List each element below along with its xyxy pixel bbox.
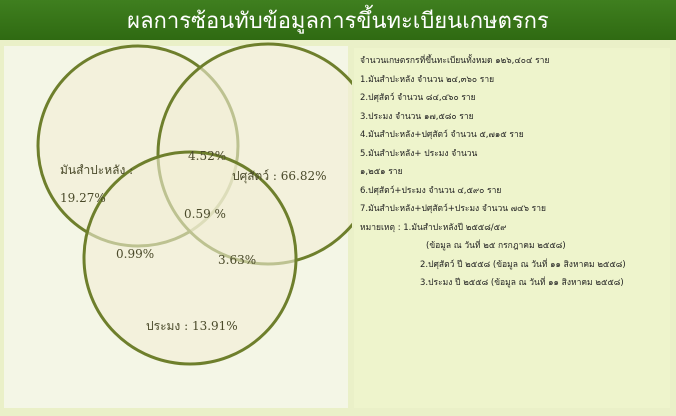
note-line: จำนวนเกษตรกรที่ขึ้นทะเบียนทั้งหมด ๑๒๖,๔๐… (360, 56, 550, 66)
venn-diagram: มันสำปะหลัง : 19.27% 4.52% ปศุสัตว์ : 66… (4, 42, 352, 408)
region-label: ประมง : 13.91% (146, 319, 238, 333)
note-line: 2.ปศุสัตว์ จำนวน ๘๔,๔๖๐ ราย (360, 93, 476, 103)
note-line: (ข้อมูล ณ วันที่ ๒๕ กรกฎาคม ๒๕๕๘) (426, 241, 566, 251)
note-line: 4.มันสำปะหลัง+ปศุสัตว์ จำนวน ๕,๗๑๕ ราย (360, 130, 524, 140)
note-line: 7.มันสำปะหลัง+ปศุสัตว์+ประมง จำนวน ๗๔๖ ร… (360, 204, 546, 214)
circle-fishery (82, 150, 298, 366)
note-line: หมายเหตุ : 1.มันสำปะหลังปี ๒๕๕๘/๕๙ (360, 222, 507, 233)
region-label: 0.99% (116, 247, 154, 261)
note-line: 5.มันสำปะหลัง+ ประมง จำนวน (360, 148, 478, 159)
header: ผลการซ้อนทับข้อมูลการขึ้นทะเบียนเกษตรกร (0, 0, 676, 40)
note-line: 1.มันสำปะหลัง จำนวน ๒๔,๓๖๐ ราย (360, 74, 495, 85)
region-label: มันสำปะหลัง : (60, 163, 133, 177)
region-label: 19.27% (60, 191, 106, 205)
region-label: 3.63% (218, 253, 256, 267)
title: ผลการซ้อนทับข้อมูลการขึ้นทะเบียนเกษตรกร (127, 8, 549, 34)
note-line: ๑,๒๕๑ ราย (360, 167, 403, 177)
region-label: 0.59 % (184, 207, 226, 221)
note-line: 3.ประมง จำนวน ๑๗,๕๘๐ ราย (360, 111, 474, 122)
region-label: ปศุสัตว์ : 66.82% (232, 169, 327, 184)
region-label: 4.52% (188, 149, 226, 163)
note-line: 6.ปศุสัตว์+ประมง จำนวน ๔,๕๙๐ ราย (360, 185, 502, 196)
note-line: 2.ปศุสัตว์ ปี ๒๕๕๘ (ข้อมูล ณ วันที่ ๑๑ ส… (420, 259, 626, 270)
notes: จำนวนเกษตรกรที่ขึ้นทะเบียนทั้งหมด ๑๒๖,๔๐… (354, 48, 670, 408)
note-line: 3.ประมง ปี ๒๕๕๘ (ข้อมูล ณ วันที่ ๑๑ สิงห… (420, 278, 624, 288)
